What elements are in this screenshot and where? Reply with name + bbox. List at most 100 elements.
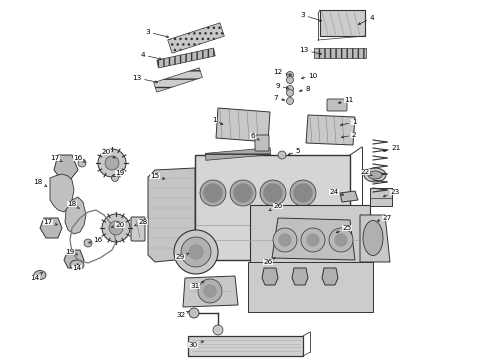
Text: 13: 13 [299,47,321,55]
Circle shape [204,184,222,202]
Circle shape [287,90,294,96]
Ellipse shape [70,260,84,270]
Circle shape [301,228,325,252]
FancyBboxPatch shape [320,10,365,36]
Text: 27: 27 [377,215,392,221]
Polygon shape [216,108,270,142]
Text: 20: 20 [101,149,115,158]
Circle shape [204,285,216,297]
Text: 30: 30 [188,341,204,348]
Circle shape [273,228,297,252]
Text: 26: 26 [269,203,283,210]
Text: 8: 8 [299,86,310,92]
Circle shape [102,214,130,242]
Circle shape [234,184,252,202]
Ellipse shape [364,168,386,182]
Circle shape [335,234,347,246]
Text: 32: 32 [176,311,189,318]
Circle shape [98,149,126,177]
Polygon shape [292,268,308,285]
Text: 26: 26 [264,257,275,265]
Text: 19: 19 [113,170,124,177]
Polygon shape [65,197,86,234]
FancyBboxPatch shape [195,155,350,260]
Polygon shape [183,276,238,307]
Text: 18: 18 [68,201,79,208]
Text: 14: 14 [73,264,82,271]
Circle shape [287,85,294,93]
Ellipse shape [34,270,46,279]
Polygon shape [148,168,195,262]
Text: 16: 16 [89,237,102,243]
Polygon shape [322,268,338,285]
Text: 1: 1 [341,119,356,126]
Text: 4: 4 [141,52,162,60]
Circle shape [112,175,119,181]
Text: 17: 17 [50,155,62,162]
Text: 2: 2 [342,132,356,138]
Circle shape [189,308,199,318]
Polygon shape [272,218,355,260]
Bar [154,68,202,92]
Circle shape [287,77,294,84]
Text: 20: 20 [111,222,124,228]
Circle shape [198,279,222,303]
Circle shape [84,239,92,247]
Text: 25: 25 [336,225,352,233]
Circle shape [189,245,203,259]
Text: 12: 12 [273,69,292,76]
Circle shape [287,98,294,104]
Circle shape [109,221,123,235]
FancyBboxPatch shape [250,205,370,280]
Text: 23: 23 [383,189,400,197]
Text: 29: 29 [175,253,189,260]
Text: 4: 4 [358,15,374,24]
Polygon shape [306,115,355,145]
Polygon shape [360,215,390,262]
Circle shape [329,228,353,252]
Text: 28: 28 [135,219,147,226]
Text: 14: 14 [30,273,42,281]
Text: 3: 3 [301,12,321,21]
Text: 16: 16 [74,155,85,162]
Text: 19: 19 [65,249,77,255]
Bar [205,148,270,160]
Circle shape [174,230,218,274]
Text: 1: 1 [212,117,223,125]
Polygon shape [340,191,358,202]
Circle shape [213,325,223,335]
Bar [157,48,215,68]
FancyBboxPatch shape [188,336,303,356]
Ellipse shape [363,220,383,256]
Circle shape [200,180,226,206]
FancyBboxPatch shape [370,188,392,206]
Text: 7: 7 [274,95,285,101]
Polygon shape [54,155,78,180]
Circle shape [307,234,319,246]
Bar [314,48,366,58]
Polygon shape [40,218,62,238]
Text: 21: 21 [384,145,401,152]
Polygon shape [50,174,74,212]
Circle shape [287,72,294,78]
FancyBboxPatch shape [131,217,145,241]
FancyBboxPatch shape [327,99,347,111]
Text: 5: 5 [288,148,300,155]
Circle shape [105,156,119,170]
Circle shape [278,151,286,159]
Circle shape [230,180,256,206]
Text: 6: 6 [251,133,259,140]
Text: 18: 18 [33,179,47,186]
Text: 3: 3 [146,29,169,38]
Circle shape [181,237,211,267]
Text: 10: 10 [301,73,318,79]
Bar [168,23,224,53]
Circle shape [290,180,316,206]
Circle shape [260,180,286,206]
Text: 13: 13 [132,75,157,83]
FancyBboxPatch shape [248,262,373,312]
FancyBboxPatch shape [255,135,269,151]
Polygon shape [262,268,278,285]
Text: 24: 24 [329,189,343,195]
Circle shape [78,159,86,167]
